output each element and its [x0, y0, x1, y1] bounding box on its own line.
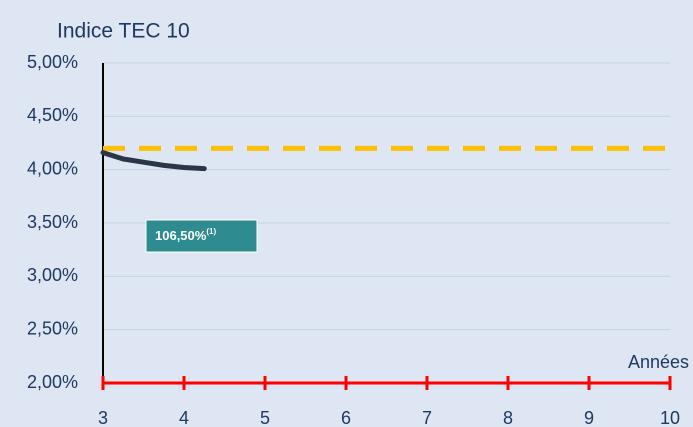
annotation-superscript: (1) — [206, 227, 216, 236]
x-tick-label: 6 — [341, 408, 351, 427]
x-tick-label: 7 — [422, 408, 432, 427]
x-tick-label: 8 — [503, 408, 513, 427]
annotation-text: 106,50% — [155, 228, 207, 243]
x-tick-label: 10 — [660, 408, 680, 427]
annotation-box — [145, 219, 258, 253]
line-series — [100, 150, 207, 172]
y-tick-label: 3,00% — [27, 265, 78, 285]
y-tick-label: 2,50% — [27, 318, 78, 338]
x-tick-label: 5 — [260, 408, 270, 427]
y-tick-label: 4,50% — [27, 105, 78, 125]
y-tick-label: 2,00% — [27, 372, 78, 392]
y-tick-label: 3,50% — [27, 212, 78, 232]
x-tick-label: 4 — [179, 408, 189, 427]
annotation: 106,50%(1) — [155, 227, 216, 243]
x-tick-label: 3 — [98, 408, 108, 427]
x-tick-label: 9 — [584, 408, 594, 427]
x-axis-label: Années — [628, 352, 689, 372]
chart-title: Indice TEC 10 — [57, 20, 190, 43]
y-tick-label: 4,00% — [27, 158, 78, 178]
y-tick-label: 5,00% — [27, 52, 78, 72]
